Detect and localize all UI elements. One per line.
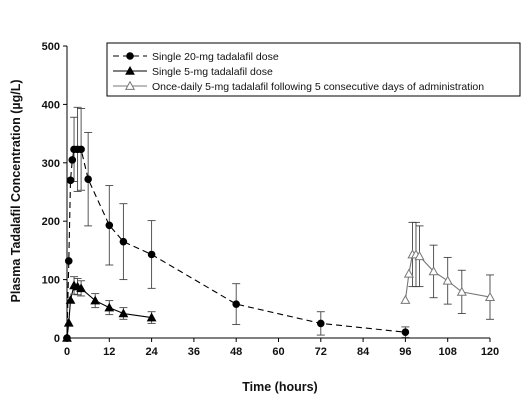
legend-marker: [124, 80, 136, 90]
data-point: [63, 317, 74, 327]
y-tick-label: 0: [54, 333, 60, 345]
data-point: [118, 308, 129, 318]
data-point: [104, 302, 115, 312]
data-point: [119, 237, 128, 246]
x-tick-label: 24: [145, 346, 158, 358]
series-3: [400, 221, 496, 320]
x-axis-title: Time (hours): [242, 380, 317, 394]
data-point: [428, 266, 439, 276]
data-point: [77, 145, 85, 154]
data-point: [147, 250, 156, 259]
legend-label: Single 20-mg tadalafil dose: [152, 51, 279, 63]
data-point: [442, 275, 453, 285]
legend-label: Once-daily 5-mg tadalafil following 5 co…: [152, 81, 484, 93]
legend-box: [106, 42, 521, 97]
y-tick-label: 200: [42, 216, 60, 228]
series-2: [62, 276, 157, 342]
data-point: [84, 175, 92, 183]
y-tick-label: 300: [42, 158, 60, 170]
x-tick-label: 12: [103, 346, 115, 358]
axes: 0 12 24 36 48 60 72 84 96 108 120 0 100 200 300 400 500: [42, 41, 500, 358]
x-tick-label: 72: [315, 346, 327, 358]
data-point: [105, 221, 114, 230]
data-point: [65, 295, 76, 304]
x-tick-label: 36: [188, 346, 200, 358]
data-point: [90, 295, 101, 305]
legend: Single 20-mg tadalafil dose Single 5-mg t…: [106, 42, 521, 97]
x-tick-label: 60: [272, 346, 284, 358]
x-tick-label: 48: [230, 346, 242, 358]
data-point: [400, 294, 411, 304]
data-point: [76, 283, 86, 293]
data-point: [66, 176, 75, 185]
x-tick-label: 120: [481, 346, 499, 358]
series-layer: [62, 106, 496, 342]
data-point: [62, 332, 72, 342]
y-axis-title: Plasma Tadalafil Concentration (µg/L): [9, 80, 23, 303]
x-tick-label: 84: [357, 346, 370, 358]
y-tick-label: 400: [42, 99, 60, 111]
data-point: [414, 251, 425, 261]
data-point: [316, 319, 325, 328]
x-tick-label: 0: [64, 346, 70, 358]
data-point: [146, 312, 157, 322]
x-tick-label: 96: [399, 346, 411, 358]
y-tick-label: 500: [42, 41, 60, 53]
data-point: [484, 291, 496, 301]
data-point: [64, 257, 73, 265]
y-tick-label: 100: [42, 275, 60, 287]
x-tick-label: 108: [439, 346, 457, 358]
data-point: [232, 300, 241, 308]
data-point: [456, 286, 467, 296]
data-point: [401, 328, 410, 336]
legend-marker: [125, 65, 135, 75]
legend-marker: [126, 52, 134, 60]
data-point: [403, 268, 414, 278]
legend-label: Single 5-mg tadalafil dose: [152, 66, 273, 78]
data-point: [68, 156, 77, 164]
series-1: [63, 106, 410, 342]
